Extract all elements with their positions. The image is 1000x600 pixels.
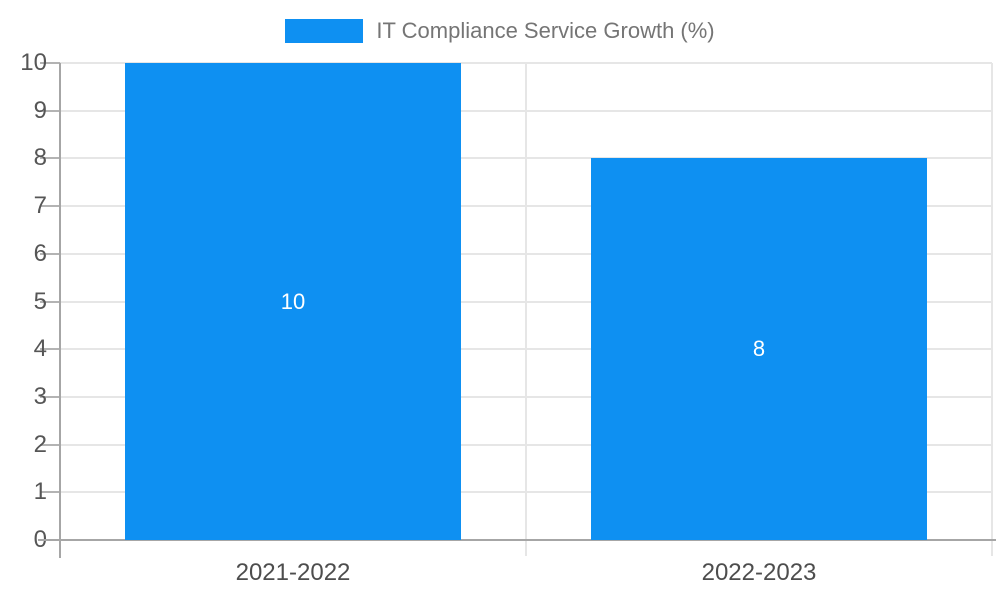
y-tick-label: 6 xyxy=(33,240,47,267)
legend-label: IT Compliance Service Growth (%) xyxy=(376,18,715,43)
y-axis-line xyxy=(59,63,61,558)
y-tick xyxy=(40,491,60,493)
bar-value-label: 8 xyxy=(752,336,766,361)
x-gridline xyxy=(991,63,993,556)
y-tick-label: 8 xyxy=(33,144,47,171)
y-tick-label: 1 xyxy=(33,478,47,505)
y-tick xyxy=(40,348,60,350)
y-tick xyxy=(40,205,60,207)
y-tick xyxy=(40,444,60,446)
y-tick-label: 3 xyxy=(33,383,47,410)
y-tick xyxy=(40,396,60,398)
y-tick-label: 7 xyxy=(33,192,47,219)
x-tick-label: 2022-2023 xyxy=(701,559,817,586)
bar: 10 xyxy=(125,63,461,540)
y-tick-label: 2 xyxy=(33,431,47,458)
y-tick xyxy=(40,62,60,64)
chart-legend: IT Compliance Service Growth (%) xyxy=(0,18,1000,44)
y-tick-label: 10 xyxy=(20,49,47,76)
y-tick-label: 4 xyxy=(33,335,47,362)
y-tick xyxy=(40,157,60,159)
x-gridline xyxy=(525,63,527,556)
y-tick xyxy=(40,301,60,303)
y-tick xyxy=(40,110,60,112)
y-tick-label: 5 xyxy=(33,288,47,315)
y-tick xyxy=(40,253,60,255)
bar: 8 xyxy=(591,158,927,540)
x-tick-label: 2021-2022 xyxy=(235,559,351,586)
x-axis-line xyxy=(38,539,996,541)
y-tick-label: 9 xyxy=(33,97,47,124)
legend-swatch xyxy=(285,19,364,43)
bar-value-label: 10 xyxy=(280,288,306,314)
